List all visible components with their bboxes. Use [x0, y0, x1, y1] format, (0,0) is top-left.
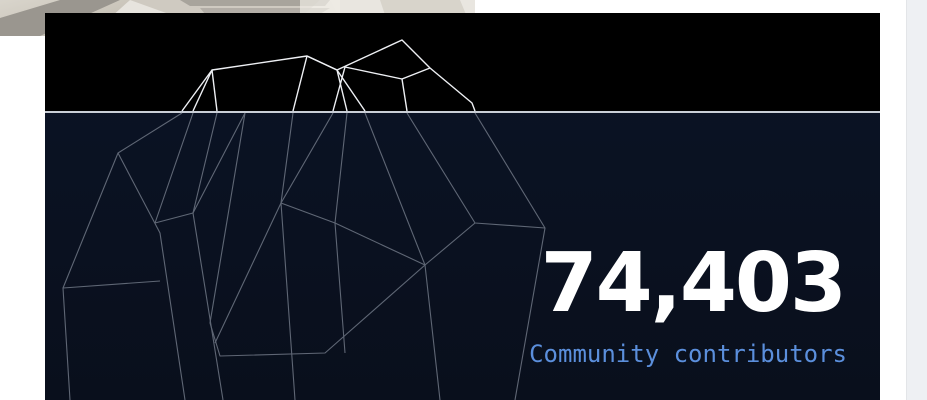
iceberg-illustration-icon — [62, 39, 546, 400]
contributors-label: Community contributors — [529, 340, 847, 368]
contributors-card: 74,403 Community contributors — [45, 13, 880, 400]
page-scrollbar[interactable] — [906, 0, 927, 400]
waterline — [45, 111, 880, 113]
contributors-count: 74,403 — [540, 236, 847, 331]
